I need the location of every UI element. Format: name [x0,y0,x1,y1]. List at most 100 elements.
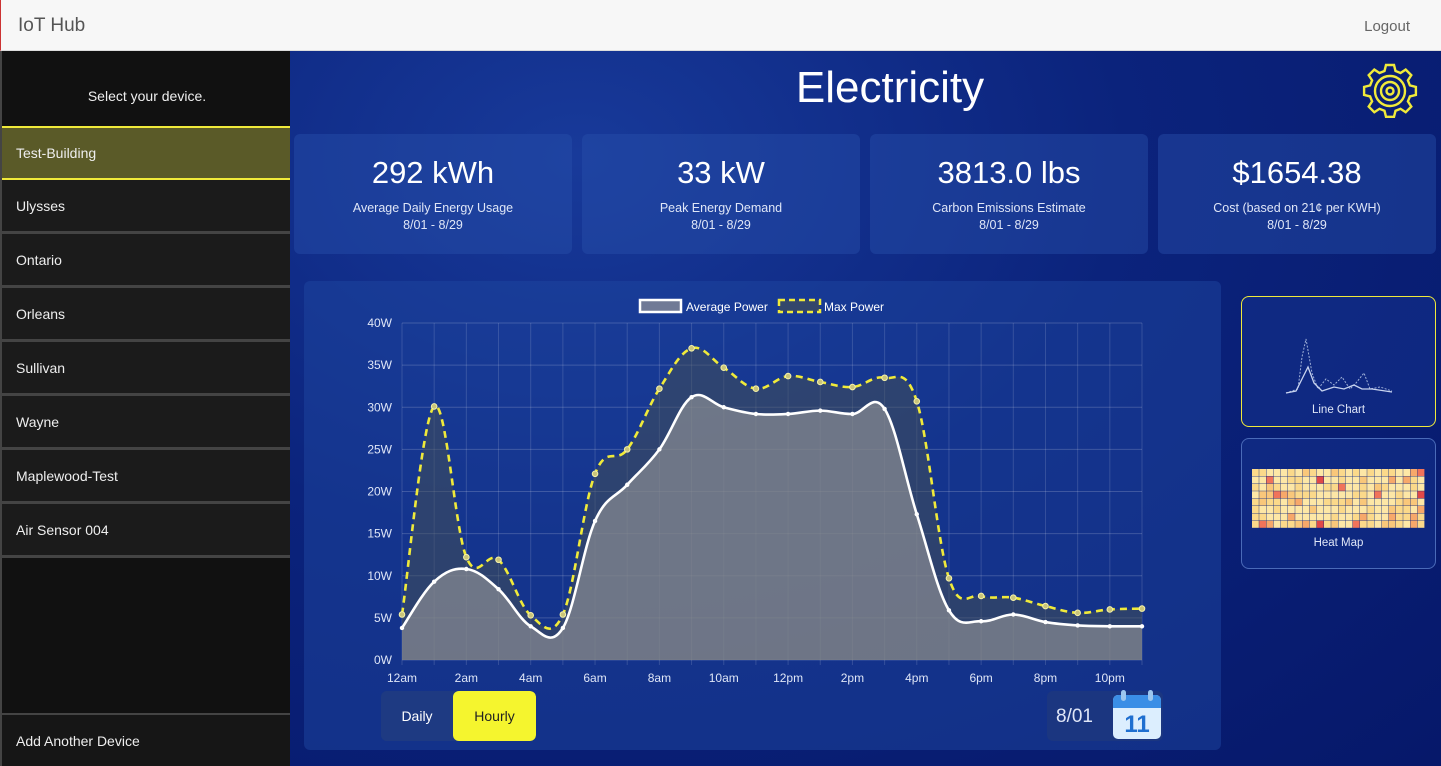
sidebar-item-orleans[interactable]: Orleans [2,288,290,342]
sidebar-item-wayne[interactable]: Wayne [2,396,290,450]
heat-cell [1381,491,1389,499]
average-power-point [1139,624,1145,629]
heat-cell [1374,506,1382,513]
heat-cell [1381,483,1389,491]
heat-cell [1252,520,1259,528]
heat-cell [1280,520,1288,528]
legend-label-max-power: Max Power [824,300,884,314]
x-tick-label: 2am [455,671,478,685]
heat-cell [1388,498,1396,506]
y-tick-label: 35W [367,358,392,372]
heat-cell [1410,476,1418,484]
heat-cell [1288,498,1295,506]
sidebar-item-test-building[interactable]: Test-Building [2,126,290,180]
max-power-point [688,344,695,352]
stat-label: Peak Energy Demand [659,201,783,215]
heat-cell [1352,506,1360,513]
heat-cell [1417,483,1425,491]
max-power-point [527,612,534,619]
heat-cell [1396,476,1403,484]
add-device-button[interactable]: Add Another Device [2,713,290,766]
heat-cell [1388,483,1396,491]
heat-cell [1388,491,1396,499]
heat-cell [1324,483,1331,491]
heat-cell [1396,513,1403,521]
average-power-point [1075,623,1080,628]
heat-cell [1316,506,1324,513]
heat-cell [1381,498,1389,506]
average-power-point [528,624,533,629]
heat-cell [1280,476,1288,484]
stat-label: Average Daily Energy Usage [352,201,514,215]
heat-cell [1352,469,1360,476]
heat-cell [1316,520,1324,528]
heat-cell [1403,498,1410,506]
heat-cell [1360,506,1367,513]
sidebar-item-maplewood-test[interactable]: Maplewood-Test [2,450,290,504]
y-tick-label: 5W [374,611,393,625]
stat-range: 8/01 - 8/29 [979,218,1039,232]
logout-link[interactable]: Logout [1364,18,1410,35]
heat-cell [1345,506,1353,513]
stat-range: 8/01 - 8/29 [1267,218,1327,232]
x-tick-label: 6pm [969,671,992,685]
heat-cell [1266,491,1274,499]
heat-cell [1266,520,1274,528]
heat-cell [1345,520,1353,528]
sidebar-item-ontario[interactable]: Ontario [2,234,290,288]
heat-cell [1396,506,1403,513]
max-power-point [1074,609,1081,617]
heat-cell [1331,498,1338,506]
sidebar-item-ulysses[interactable]: Ulysses [2,180,290,234]
heat-cell [1417,498,1425,506]
heat-cell [1309,520,1317,528]
heat-cell [1345,491,1353,499]
x-tick-label: 10am [709,671,739,685]
sidebar-item-sullivan[interactable]: Sullivan [2,342,290,396]
heat-cell [1309,506,1317,513]
gear-icon[interactable] [1360,61,1420,121]
average-power-point [785,411,791,417]
max-power-point [623,446,631,453]
heat-cell [1252,476,1259,484]
heat-cell [1288,483,1295,491]
heat-cell [1280,491,1288,499]
stat-value: $1654.38 [1232,155,1362,190]
x-tick-label: 12pm [773,671,803,685]
heat-cell [1259,483,1266,491]
calendar-day: 11 [1124,711,1149,738]
heat-cell [1309,498,1317,506]
heat-cell [1295,483,1302,491]
heat-cell [1288,513,1295,521]
stat-label: Carbon Emissions Estimate [932,201,1086,215]
heat-cell [1374,483,1382,491]
heat-cell [1388,513,1396,521]
heat-cell [1295,498,1302,506]
x-tick-label: 8pm [1034,671,1057,685]
stat-card-cost: $1654.38 Cost (based on 21¢ per KWH) 8/0… [1158,134,1436,254]
app-title[interactable]: IoT Hub [18,15,86,36]
heat-cell [1266,483,1274,491]
heat-cell [1338,491,1346,499]
x-tick-label: 4am [519,671,542,685]
calendar-icon[interactable]: 11 [1111,689,1163,741]
heat-cell [1381,469,1389,476]
daily-button[interactable]: Daily [381,691,453,741]
hourly-button[interactable]: Hourly [453,691,536,741]
heat-cell [1259,513,1266,521]
heat-cell [1360,476,1367,484]
heat-cell [1295,520,1302,528]
date-picker[interactable]: 8/01 11 [1047,689,1163,741]
sidebar-item-air-sensor-004[interactable]: Air Sensor 004 [2,504,290,558]
heat-cell [1396,498,1403,506]
heat-cell [1331,506,1338,513]
heat-cell [1367,491,1374,499]
average-power-point [1107,624,1113,629]
max-power-point [816,378,824,386]
average-power-point [946,608,952,613]
line-chart-view-button[interactable]: Line Chart [1241,296,1436,427]
heat-cell [1360,520,1367,528]
average-power-point [625,482,630,487]
line-chart-label: Line Chart [1311,404,1366,416]
heat-map-view-button[interactable]: Heat Map [1241,438,1436,569]
